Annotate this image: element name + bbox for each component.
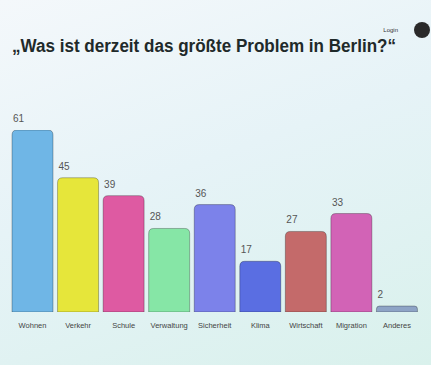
data-label: 61: [13, 113, 25, 124]
bar: [285, 231, 326, 312]
bar: [12, 130, 53, 312]
x-tick-label: Klima: [251, 321, 271, 330]
annotation: Login: [383, 27, 398, 33]
x-tick-label: Wohnen: [19, 321, 47, 330]
data-label: 28: [150, 211, 162, 222]
x-tick-label: Migration: [336, 321, 367, 330]
x-tick-label: Verwaltung: [151, 321, 188, 330]
data-label: 33: [332, 197, 344, 208]
x-tick-label: Wirtschaft: [289, 321, 323, 330]
x-tick-label: Schule: [112, 321, 135, 330]
data-label: 2: [377, 289, 383, 300]
data-label: 36: [195, 188, 207, 199]
bar: [240, 261, 281, 312]
bars: [12, 130, 417, 312]
bar: [103, 196, 144, 312]
data-label: 39: [104, 179, 116, 190]
bar: [331, 214, 372, 312]
login-button[interactable]: [414, 22, 430, 38]
bar: [376, 306, 417, 312]
x-tick-label: Verkehr: [65, 321, 91, 330]
chart-svg: Login „Was ist derzeit das größte Problem…: [0, 0, 431, 365]
data-label: 17: [241, 244, 253, 255]
x-tick-label: Sicherheit: [198, 321, 232, 330]
chart-container: Login „Was ist derzeit das größte Problem…: [0, 0, 431, 365]
bar: [58, 178, 99, 312]
bar: [149, 228, 190, 312]
data-label: 45: [59, 161, 71, 172]
data-label: 27: [286, 214, 298, 225]
bar: [194, 205, 235, 312]
title: „Was ist derzeit das größte Problem in B…: [12, 36, 396, 56]
x-tick-label: Anderes: [383, 321, 411, 330]
